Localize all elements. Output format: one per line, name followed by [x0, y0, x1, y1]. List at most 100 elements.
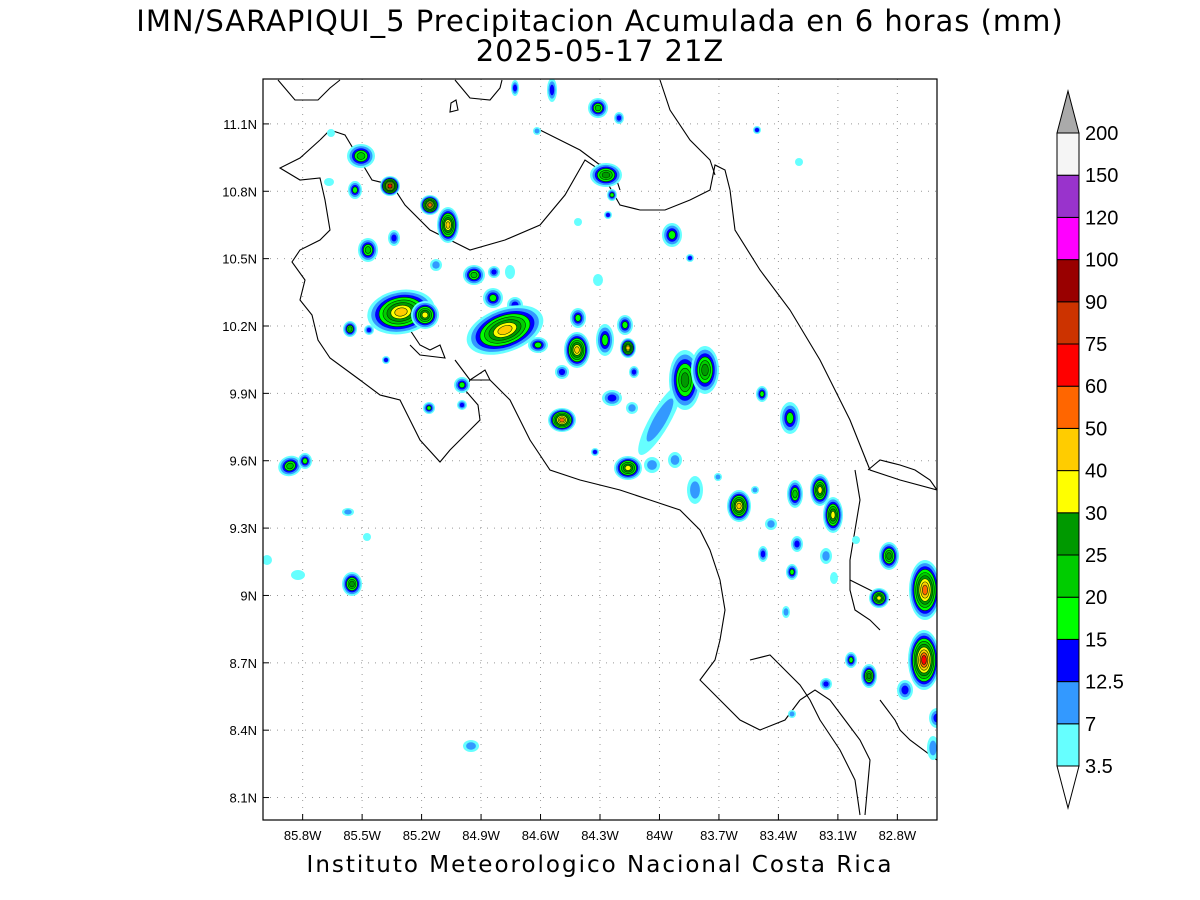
- rain-contour: [391, 234, 397, 242]
- map-title: IMN/SARAPIQUI_5 Precipitacion Acumulada …: [136, 4, 1064, 38]
- rain-contour: [752, 487, 758, 493]
- rain-cell: [342, 508, 354, 516]
- rain-cell: [897, 680, 913, 700]
- colorbar-segment: [1056, 554, 1080, 598]
- rain-cell: [423, 402, 435, 414]
- rain-cell: [786, 564, 798, 580]
- rain-cell: [574, 218, 582, 226]
- rain-contour: [601, 334, 609, 346]
- colorbar-segment: [1056, 427, 1080, 472]
- rain-cell: [483, 288, 503, 308]
- rain-cell: [751, 486, 759, 494]
- rain-cell: [861, 664, 877, 688]
- rain-contour: [786, 412, 794, 424]
- rain-cell: [869, 588, 889, 608]
- rain-cell: [596, 324, 614, 356]
- colorbar-max-triangle: [1056, 89, 1080, 134]
- rain-cell: [430, 259, 442, 271]
- rain-cell: [687, 476, 703, 504]
- rain-contour: [830, 572, 838, 584]
- rain-contour: [670, 455, 680, 465]
- rain-cell: [758, 546, 768, 562]
- rain-cell: [691, 346, 719, 394]
- rain-cell: [570, 308, 586, 328]
- lat-tick-label: 10.2N: [222, 319, 257, 334]
- rain-contour: [759, 390, 765, 398]
- rain-cell: [662, 223, 682, 247]
- rain-contour: [701, 363, 709, 377]
- lat-tick-label: 8.7N: [230, 656, 257, 671]
- lon-tick-label: 84W: [646, 828, 673, 843]
- latitude-axis: 8.1N 8.4N 8.7N 9N 9.3N 9.6N 9.9N 10.2N 10.5N 10.8…: [222, 117, 269, 806]
- rain-contour: [364, 246, 372, 254]
- rain-contour: [513, 84, 517, 92]
- rain-cell: [590, 163, 622, 187]
- rain-cell: [593, 274, 603, 286]
- rain-cell: [454, 377, 470, 393]
- rain-contour: [558, 368, 566, 376]
- rain-cell: [358, 238, 378, 262]
- colorbar-label: 75: [1085, 334, 1107, 356]
- rain-cell: [820, 678, 832, 690]
- rain-cell: [852, 536, 860, 544]
- rain-contour: [760, 550, 766, 558]
- rain-contour: [621, 321, 629, 329]
- lon-tick-label: 85.2W: [403, 828, 441, 843]
- rain-contour: [606, 213, 610, 217]
- rain-contour: [549, 84, 555, 96]
- rain-contour: [384, 358, 388, 362]
- rain-contour: [755, 128, 759, 132]
- rain-cell: [420, 195, 440, 215]
- colorbar-segment: [1056, 343, 1080, 387]
- rain-cell: [765, 518, 777, 530]
- colorbar-label: 20: [1085, 587, 1107, 609]
- rain-contour: [363, 533, 371, 541]
- rain-cell: [820, 548, 832, 564]
- rain-cell: [791, 536, 803, 552]
- colorbar-segment: [1056, 512, 1080, 556]
- rain-contour: [421, 311, 429, 319]
- colorbar-segment: [1056, 301, 1080, 345]
- rain-contour: [505, 265, 515, 279]
- colorbar-label: 50: [1085, 418, 1107, 440]
- rain-contour: [922, 584, 928, 596]
- rain-contour: [593, 274, 603, 286]
- rain-cell: [607, 189, 617, 201]
- rain-cell: [845, 652, 857, 668]
- rain-cell: [644, 457, 660, 473]
- rain-cell: [629, 366, 639, 378]
- lon-tick-label: 83.4W: [760, 828, 798, 843]
- coastline: [277, 79, 937, 816]
- rain-cell: [908, 630, 937, 690]
- rain-cell: [787, 480, 803, 508]
- rain-cell: [291, 570, 305, 580]
- rain-cell: [927, 736, 937, 760]
- rain-contour: [574, 314, 582, 322]
- colorbar-label: 15: [1085, 629, 1107, 651]
- rain-cell: [714, 473, 722, 481]
- rain-contour: [795, 158, 803, 166]
- colorbar-segment: [1056, 132, 1080, 176]
- rain-contour: [817, 486, 823, 494]
- lat-tick-label: 8.1N: [230, 791, 257, 806]
- lat-tick-label: 8.4N: [230, 723, 257, 738]
- rain-contour: [427, 202, 433, 208]
- rain-contour: [352, 186, 358, 194]
- rain-cell: [909, 560, 937, 620]
- colorbar-min-triangle: [1056, 765, 1080, 810]
- rain-contour: [822, 551, 830, 561]
- rain-contour: [344, 509, 352, 515]
- rain-contour: [830, 510, 836, 520]
- rain-contour: [736, 502, 742, 510]
- lat-tick-label: 9.9N: [230, 386, 257, 401]
- rain-cell: [638, 385, 682, 455]
- colorbar-segment: [1056, 259, 1080, 303]
- rain-contour: [327, 129, 335, 137]
- rain-cell: [343, 321, 357, 337]
- rain-cell: [879, 542, 899, 570]
- colorbar-segment: [1056, 174, 1080, 218]
- rain-contour: [607, 394, 617, 402]
- colorbar-label: 100: [1085, 250, 1118, 272]
- rain-cell: [668, 452, 682, 468]
- rain-cell: [511, 80, 519, 96]
